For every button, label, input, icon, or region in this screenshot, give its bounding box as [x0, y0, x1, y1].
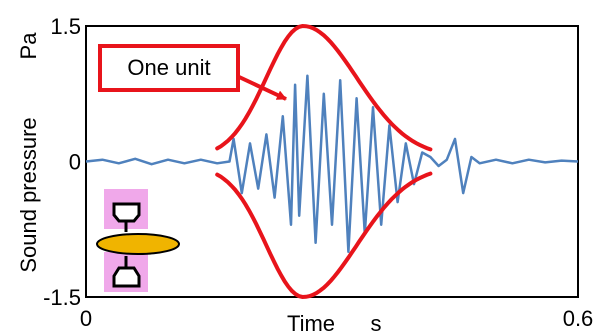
- x-tick-label: 0: [80, 306, 92, 331]
- y-tick-label: 0: [69, 150, 81, 175]
- y-tick-label: -1.5: [43, 285, 81, 310]
- x-axis-label: Time: [287, 311, 335, 336]
- x-tick-label: 0.6: [563, 306, 594, 331]
- envelope-lower: [215, 171, 433, 300]
- callout-one-unit: One unit: [98, 44, 287, 101]
- x-axis-unit: s: [371, 311, 382, 336]
- sound-source-icon: [96, 189, 180, 292]
- y-axis-label: Sound pressure: [16, 117, 41, 272]
- waveform-layer: [85, 74, 579, 254]
- envelope-upper: [215, 23, 433, 152]
- envelope-layer: [215, 23, 433, 300]
- callout-box: [98, 44, 240, 92]
- callout-label: One unit: [127, 55, 210, 80]
- callout-arrow: [236, 74, 287, 101]
- waveform-line: [85, 74, 579, 254]
- y-tick-label: 1.5: [50, 14, 81, 39]
- tick-layer: 1.50-1.50 0.6: [43, 14, 593, 331]
- y-axis-unit: Pa: [16, 32, 41, 60]
